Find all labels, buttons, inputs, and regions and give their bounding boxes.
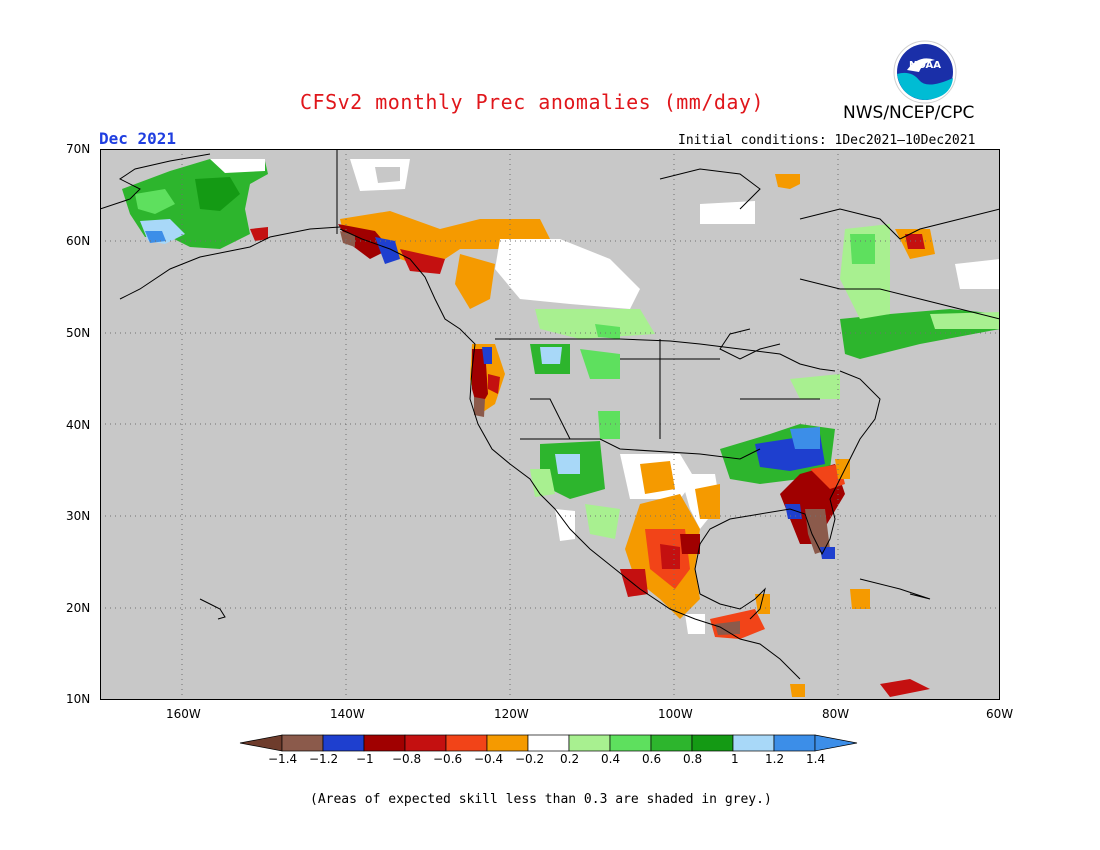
colorbar-segment xyxy=(732,734,775,752)
colorbar-tick-label: 1 xyxy=(731,752,739,766)
colorbar-segment xyxy=(404,734,447,752)
lat-label: 10N xyxy=(66,692,91,706)
colorbar-low-arrow xyxy=(239,734,283,752)
colorbar-tick-label: 0.8 xyxy=(683,752,703,766)
agency-label: NWS/NCEP/CPC xyxy=(843,103,975,123)
colorbar-tick-label: −0.4 xyxy=(474,752,504,766)
colorbar-tick-label: −0.2 xyxy=(515,752,545,766)
colorbar-tick-label: −1.4 xyxy=(268,752,298,766)
colorbar-tick-label: 0.6 xyxy=(642,752,662,766)
lat-label: 50N xyxy=(66,326,91,340)
coastlines xyxy=(100,149,1000,680)
colorbar-tick-label: −1.2 xyxy=(309,752,339,766)
lat-label: 30N xyxy=(66,509,91,523)
colorbar-segment xyxy=(363,734,406,752)
lon-label: 160W xyxy=(166,707,201,721)
noaa-logo: NOAA xyxy=(893,40,957,104)
colorbar-segment xyxy=(445,734,488,752)
colorbar-segment xyxy=(322,734,365,752)
colorbar-tick-label: −1 xyxy=(356,752,374,766)
colorbar-labels: −1.4 −1.2 −1 −0.8 −0.6 −0.4 −0.2 0.2 0.4… xyxy=(238,752,864,768)
colorbar-tick-label: 0.2 xyxy=(560,752,580,766)
lon-label: 80W xyxy=(822,707,850,721)
colorbar-tick-label: −0.8 xyxy=(392,752,422,766)
colorbar-tick-label: −0.6 xyxy=(433,752,463,766)
map-title: CFSv2 monthly Prec anomalies (mm/day) xyxy=(300,90,765,114)
colorbar-segment xyxy=(773,734,816,752)
colorbar-segment xyxy=(609,734,652,752)
colorbar-segment xyxy=(691,734,734,752)
colorbar-segment xyxy=(281,734,324,752)
month-label: Dec 2021 xyxy=(99,129,177,148)
anomaly-patches xyxy=(122,159,1000,697)
lat-label: 20N xyxy=(66,601,91,615)
colorbar xyxy=(239,734,858,752)
lat-label: 40N xyxy=(66,418,91,432)
footnote: (Areas of expected skill less than 0.3 a… xyxy=(310,792,772,807)
lon-label: 100W xyxy=(658,707,693,721)
colorbar-tick-label: 1.2 xyxy=(765,752,785,766)
lon-label: 60W xyxy=(986,707,1014,721)
lat-label: 70N xyxy=(66,142,91,156)
lat-label: 60N xyxy=(66,234,91,248)
colorbar-segment xyxy=(527,734,570,752)
anomaly-map xyxy=(100,149,1000,700)
lon-label: 120W xyxy=(494,707,529,721)
lon-label: 140W xyxy=(330,707,365,721)
colorbar-tick-label: 0.4 xyxy=(601,752,621,766)
colorbar-segment xyxy=(650,734,693,752)
initial-conditions-label: Initial conditions: 1Dec2021–10Dec2021 xyxy=(678,133,976,148)
graticule xyxy=(100,149,1000,700)
colorbar-high-arrow xyxy=(814,734,858,752)
colorbar-tick-label: 1.4 xyxy=(806,752,826,766)
logo-text: NOAA xyxy=(909,60,941,71)
colorbar-segment xyxy=(486,734,529,752)
colorbar-segment xyxy=(568,734,611,752)
